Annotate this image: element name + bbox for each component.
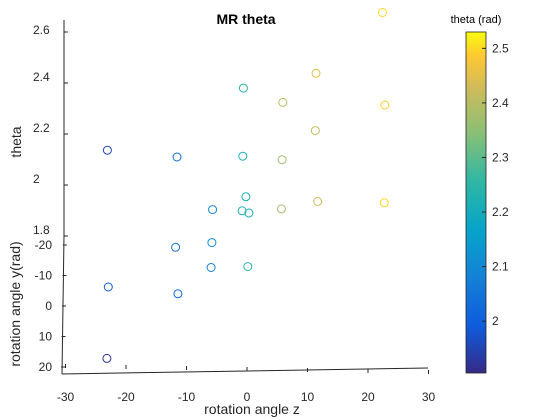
colorbar-tick-label: 2.2 xyxy=(492,205,509,219)
data-point xyxy=(311,68,321,78)
data-point xyxy=(379,198,389,208)
x-axis-line xyxy=(61,367,429,375)
y-tick-label: 20 xyxy=(39,360,53,374)
z-axis-label: theta xyxy=(8,126,24,157)
data-point xyxy=(206,263,216,272)
colorbar-label: theta (rad) xyxy=(451,14,502,26)
data-point xyxy=(171,242,181,252)
data-point xyxy=(310,126,320,136)
data-point xyxy=(172,152,182,162)
z-tick-label: 2.4 xyxy=(33,70,50,84)
colorbar-tick-label: 2.1 xyxy=(492,260,509,274)
data-point xyxy=(276,204,286,214)
x-tick-label: -30 xyxy=(57,390,75,404)
data-points xyxy=(102,8,390,363)
colorbar-tick-label: 2.3 xyxy=(492,150,509,164)
data-point xyxy=(278,97,288,107)
data-point xyxy=(277,155,287,165)
x-tick-label: 20 xyxy=(361,390,375,404)
colorbar xyxy=(465,31,487,374)
y-tick-label: -10 xyxy=(35,269,53,283)
x-tick-label: -20 xyxy=(117,390,135,404)
z-tick-label: 2.6 xyxy=(33,23,50,37)
colorbar-ticks: 2 2.1 2.2 2.3 2.4 2.5 xyxy=(482,41,509,328)
x-tick-label: -10 xyxy=(178,390,196,404)
chart-title: MR theta xyxy=(216,11,275,27)
y-tick-label: 0 xyxy=(45,299,52,313)
z-tick-label: 2 xyxy=(33,172,40,186)
z-tick-label: 1.8 xyxy=(33,223,50,237)
data-point xyxy=(103,282,113,292)
colorbar-tick-label: 2.4 xyxy=(492,96,509,110)
data-point xyxy=(244,208,254,218)
data-point xyxy=(207,238,217,248)
z-axis-ticks: 1.8 2 2.2 2.4 2.6 xyxy=(33,23,68,237)
z-tick-label: 2.2 xyxy=(33,121,50,135)
x-tick-label: 30 xyxy=(422,390,436,404)
y-tick-label: 10 xyxy=(39,330,53,344)
data-point xyxy=(208,205,218,215)
data-point xyxy=(102,145,112,155)
colorbar-tick-label: 2.5 xyxy=(492,41,509,55)
data-point xyxy=(173,289,183,299)
data-point xyxy=(243,262,253,272)
data-point xyxy=(102,353,112,363)
data-point xyxy=(378,8,387,17)
x-tick-label: 0 xyxy=(244,390,251,404)
data-point xyxy=(237,206,247,216)
y-axis-label: rotation angle y(rad) xyxy=(7,241,23,366)
y-tick-label: -20 xyxy=(35,238,53,252)
data-point xyxy=(380,100,390,110)
data-point xyxy=(238,151,248,161)
data-point xyxy=(241,192,251,202)
colorbar-tick-label: 2 xyxy=(492,314,499,328)
y-axis-line xyxy=(61,235,65,375)
x-axis-label: rotation angle z xyxy=(204,401,300,417)
x-tick-label: 10 xyxy=(301,390,315,404)
y-axis-ticks: -20 -10 0 10 20 xyxy=(35,238,67,374)
data-point xyxy=(238,83,248,93)
x-axis-ticks: -30 -20 -10 0 10 20 30 xyxy=(57,364,436,404)
data-point xyxy=(313,197,323,206)
